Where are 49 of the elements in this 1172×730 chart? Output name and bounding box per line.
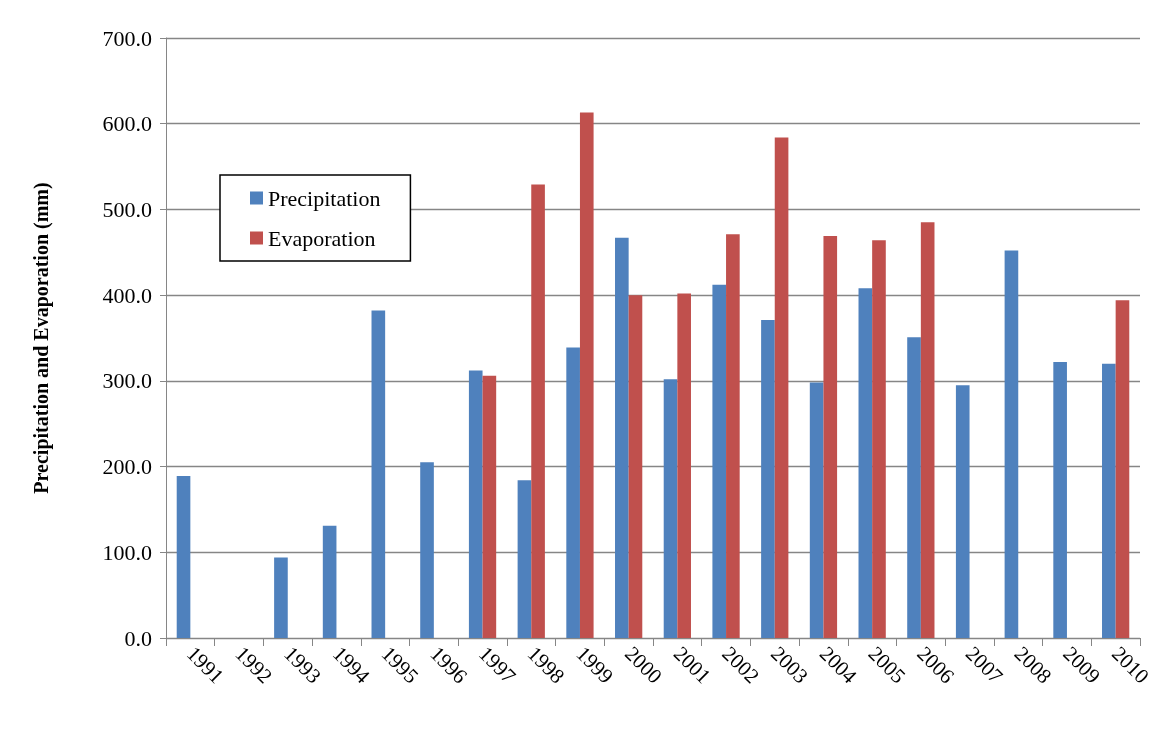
bar — [628, 295, 643, 638]
bar — [420, 462, 434, 638]
y-tick-label: 700.0 — [102, 25, 152, 51]
x-tick-label: 2007 — [961, 641, 1008, 689]
y-tick-label: 300.0 — [102, 368, 152, 394]
bar — [517, 480, 532, 638]
bar — [1004, 250, 1019, 638]
bar — [809, 382, 824, 638]
x-tick-label: 1998 — [522, 641, 570, 689]
y-tick-label: 200.0 — [102, 454, 152, 480]
x-tick-label: 1997 — [474, 641, 521, 689]
bar — [761, 320, 775, 638]
bar — [955, 385, 970, 638]
y-tick-label: 0.0 — [124, 625, 152, 651]
bar — [1102, 363, 1116, 638]
bar — [858, 288, 873, 638]
bar — [468, 370, 483, 638]
bar — [1115, 300, 1130, 638]
bar — [774, 137, 789, 638]
bar — [274, 557, 288, 638]
bar — [663, 379, 678, 638]
x-tick-label: 1999 — [571, 641, 619, 689]
bar — [615, 237, 629, 638]
y-tick-label: 600.0 — [102, 111, 152, 137]
x-tick-label: 1996 — [425, 641, 473, 689]
bar — [823, 236, 838, 638]
bar — [371, 310, 386, 638]
bar — [712, 284, 727, 638]
bar — [531, 184, 545, 638]
bar — [1053, 362, 1067, 638]
bar — [482, 375, 497, 638]
bar — [677, 293, 691, 638]
bar — [726, 234, 740, 638]
bar — [907, 337, 921, 638]
bar — [579, 112, 594, 638]
x-tick-label: 1994 — [327, 641, 375, 689]
y-axis-title: Precipitation and Evaporation (mm) — [30, 182, 53, 494]
legend-label: Evaporation — [268, 225, 376, 251]
y-tick-label: 500.0 — [102, 196, 152, 222]
bar — [920, 222, 935, 638]
x-tick-label: 1993 — [279, 641, 326, 689]
legend-label: Precipitation — [268, 185, 381, 211]
bar — [872, 240, 886, 638]
bar — [176, 476, 191, 638]
bar — [566, 347, 580, 638]
x-tick-label: 1995 — [376, 641, 424, 689]
bar — [322, 525, 337, 638]
y-tick-label: 400.0 — [102, 282, 152, 308]
y-tick-label: 100.0 — [102, 539, 152, 565]
